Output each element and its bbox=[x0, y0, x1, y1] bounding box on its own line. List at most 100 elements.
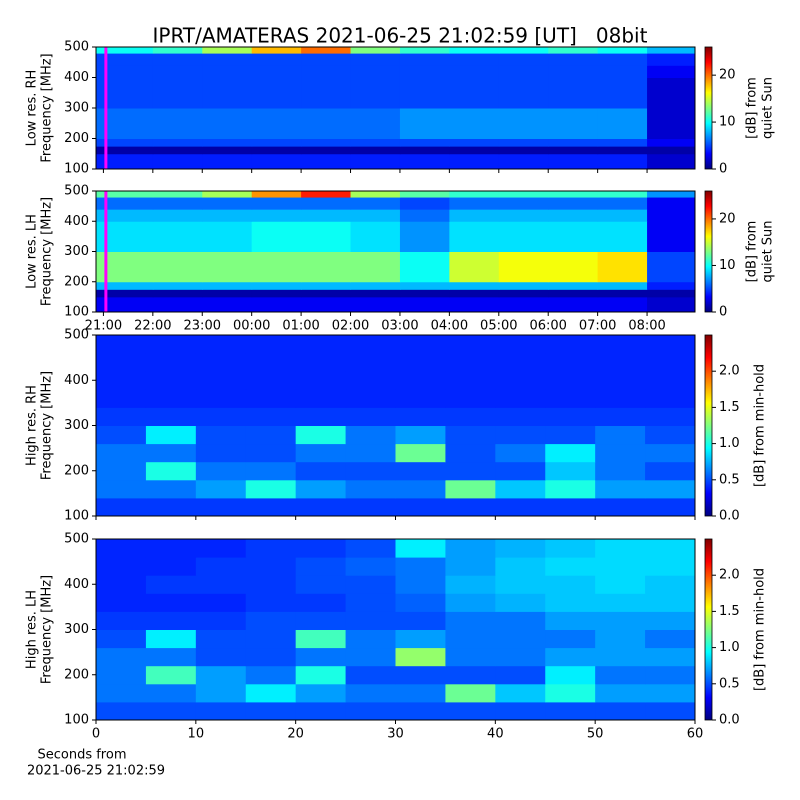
x-tick-label: 08:00 bbox=[628, 319, 665, 334]
heatmap-cell bbox=[202, 209, 253, 222]
heatmap-cell bbox=[295, 497, 347, 517]
heatmap-cell bbox=[145, 497, 197, 517]
heatmap-cell bbox=[145, 389, 197, 408]
heatmap-cell bbox=[350, 138, 401, 147]
heatmap-cell bbox=[145, 371, 197, 390]
heatmap-cell bbox=[251, 209, 302, 222]
heatmap-cell bbox=[202, 53, 253, 66]
heatmap-cell bbox=[449, 77, 500, 109]
heatmap-cell bbox=[295, 629, 347, 649]
y-tick-label: 400 bbox=[64, 577, 89, 592]
heatmap-cell bbox=[595, 461, 646, 481]
heatmap-cell bbox=[399, 108, 450, 139]
heatmap-cell bbox=[548, 221, 599, 252]
heatmap-cell bbox=[245, 371, 297, 390]
heatmap-cell bbox=[449, 289, 500, 298]
heatmap-cell bbox=[597, 108, 648, 139]
heatmap-cell bbox=[647, 77, 696, 109]
heatmap-cell bbox=[202, 146, 253, 155]
heatmap-cell bbox=[495, 461, 546, 481]
heatmap-cell bbox=[647, 138, 696, 147]
heatmap-cell bbox=[301, 146, 352, 155]
x-tick-label: 10 bbox=[188, 727, 205, 742]
heatmap-cell bbox=[345, 425, 396, 445]
heatmap-cell bbox=[498, 65, 549, 78]
colorbar-tick-label: 10 bbox=[719, 115, 736, 130]
heatmap-cell bbox=[301, 251, 352, 283]
heatmap-cell bbox=[545, 683, 596, 703]
heatmap-cell bbox=[545, 575, 596, 594]
heatmap-cell bbox=[449, 53, 500, 66]
heatmap-cell bbox=[251, 47, 302, 54]
heatmap-cell bbox=[445, 629, 496, 649]
heatmap-cell bbox=[645, 461, 696, 481]
heatmap-cell bbox=[445, 593, 496, 612]
heatmap-cell bbox=[545, 593, 596, 612]
heatmap-cell bbox=[595, 701, 646, 721]
heatmap-cell bbox=[498, 153, 549, 170]
heatmap-cell bbox=[545, 629, 596, 649]
heatmap-cell bbox=[445, 461, 496, 481]
x-tick-label: 02:00 bbox=[332, 319, 369, 334]
heatmap-cell bbox=[195, 497, 247, 517]
heatmap-cell bbox=[445, 647, 496, 667]
heatmap-cell bbox=[495, 611, 546, 630]
heatmap-cell bbox=[301, 108, 352, 139]
heatmap-cell bbox=[202, 65, 253, 78]
heatmap-cell bbox=[251, 65, 302, 78]
colorbar-label: [dB] from bbox=[745, 77, 760, 139]
heatmap-cell bbox=[152, 47, 203, 54]
heatmap-cell bbox=[145, 461, 197, 481]
heatmap-cell bbox=[545, 425, 596, 445]
colorbar-tick-label: 0.5 bbox=[719, 676, 740, 691]
heatmap-cell bbox=[195, 389, 247, 408]
heatmap-cell bbox=[645, 479, 696, 499]
heatmap-cell bbox=[350, 153, 401, 170]
heatmap-cell bbox=[495, 593, 546, 612]
heatmap-cell bbox=[395, 371, 446, 390]
heatmap-cell bbox=[548, 53, 599, 66]
heatmap-cell bbox=[152, 251, 203, 283]
heatmap-cell bbox=[395, 539, 446, 558]
heatmap-cell bbox=[395, 443, 446, 463]
colorbar-tick-label: 0.0 bbox=[719, 713, 740, 728]
y-tick-label: 500 bbox=[64, 328, 89, 343]
heatmap-cell bbox=[202, 221, 253, 252]
x-axis-label: Seconds from bbox=[37, 748, 126, 763]
colorbar-tick-label: 0 bbox=[719, 162, 727, 177]
colorbar-label: [dB] from bbox=[745, 221, 760, 283]
heatmap-cell bbox=[395, 461, 446, 481]
y-axis-label: Frequency [MHz] bbox=[40, 575, 55, 684]
heatmap-cell bbox=[251, 108, 302, 139]
heatmap-cell bbox=[195, 629, 247, 649]
heatmap-cell bbox=[498, 197, 549, 210]
heatmap-cell bbox=[301, 289, 352, 298]
colorbar-tick-label: 20 bbox=[719, 211, 736, 226]
heatmap-cell bbox=[399, 153, 450, 170]
heatmap-cell bbox=[295, 539, 347, 558]
heatmap-cell bbox=[545, 353, 596, 372]
x-tick-label: 22:00 bbox=[134, 319, 171, 334]
heatmap-cell bbox=[345, 389, 396, 408]
heatmap-cell bbox=[445, 443, 496, 463]
heatmap-cell bbox=[595, 611, 646, 630]
heatmap-cell bbox=[548, 47, 599, 54]
heatmap-cell bbox=[295, 611, 347, 630]
heatmap-cell bbox=[350, 289, 401, 298]
heatmap-cell bbox=[495, 647, 546, 667]
heatmap-cell bbox=[445, 335, 496, 354]
heatmap-cell bbox=[345, 683, 396, 703]
heatmap-cell bbox=[245, 389, 297, 408]
heatmap-cell bbox=[645, 371, 696, 390]
heatmap-cell bbox=[202, 296, 253, 313]
heatmap-cell bbox=[202, 138, 253, 147]
x-tick-label: 23:00 bbox=[184, 319, 221, 334]
heatmap-cell bbox=[350, 146, 401, 155]
heatmap-cell bbox=[548, 77, 599, 109]
y-tick-label: 200 bbox=[64, 463, 89, 478]
heatmap-cell bbox=[350, 296, 401, 313]
heatmap-cell bbox=[395, 683, 446, 703]
heatmap-cell bbox=[399, 53, 450, 66]
heatmap-cell bbox=[647, 108, 696, 139]
heatmap-cell bbox=[498, 209, 549, 222]
